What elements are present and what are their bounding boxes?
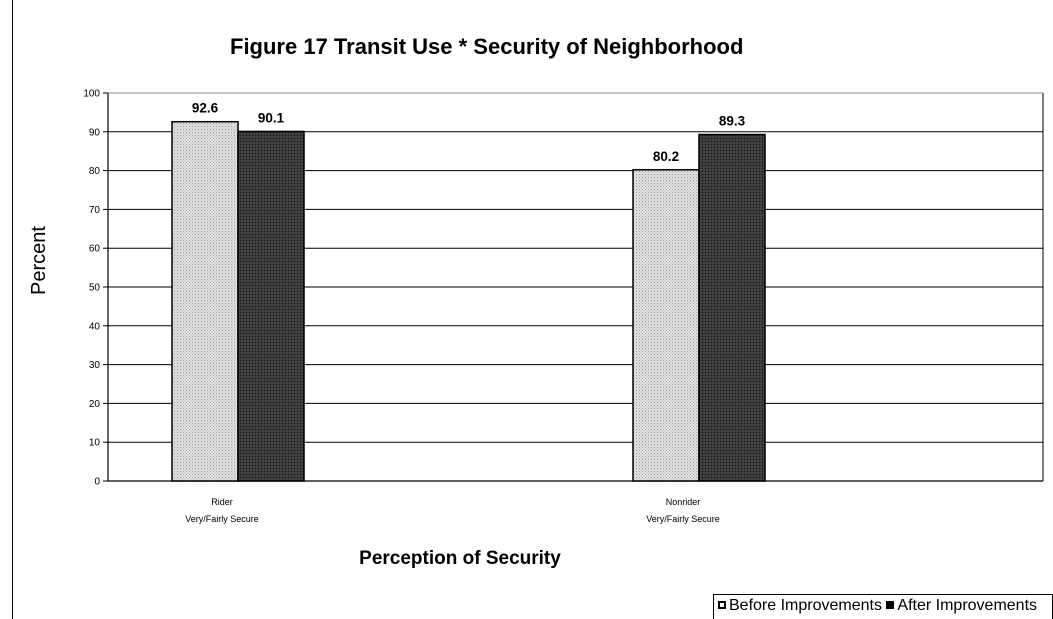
legend-label-before: Before Improvements <box>729 597 882 614</box>
data-label: 89.3 <box>719 114 746 129</box>
y-tick-label: 0 <box>94 477 100 488</box>
x-tick-label: Nonrider <box>666 497 701 507</box>
bar-before <box>632 169 700 482</box>
chart-title: Figure 17 Transit Use * Security of Neig… <box>230 34 744 59</box>
data-label: 80.2 <box>653 149 679 164</box>
y-tick-label: 90 <box>89 127 101 138</box>
x-tick-label: Rider <box>211 497 233 507</box>
chart-frame <box>12 0 1053 619</box>
y-tick-label: 70 <box>89 205 101 216</box>
bars <box>171 120 766 482</box>
y-tick-label: 100 <box>83 89 100 100</box>
data-label: 90.1 <box>258 110 285 125</box>
x-tick-label: Very/Fairly Secure <box>185 514 259 524</box>
legend-item-before: Before Improvements <box>718 597 886 614</box>
legend-label-after: After Improvements <box>897 597 1038 614</box>
y-tick-label: 40 <box>89 321 101 332</box>
x-axis-label: Perception of Security <box>359 548 561 569</box>
y-tick-label: 80 <box>89 166 101 177</box>
data-labels: 92.6 90.1 80.2 89.3 <box>192 101 746 164</box>
bar-before <box>171 120 239 482</box>
legend: Before Improvements After Improvements <box>713 594 1053 619</box>
x-tick-label: Very/Fairly Secure <box>646 514 720 524</box>
axes: 0 10 20 30 40 50 60 70 80 90 100 Rider Very/Fairly S… <box>83 89 1044 524</box>
y-tick-label: 30 <box>89 360 101 371</box>
legend-swatch-after <box>886 601 895 609</box>
bar-after <box>698 133 766 482</box>
y-axis-label: Percent <box>28 226 50 295</box>
y-tick-label: 10 <box>89 438 101 449</box>
y-tick-label: 20 <box>89 399 101 410</box>
y-tick-label: 60 <box>89 244 101 255</box>
data-label: 92.6 <box>192 101 219 116</box>
y-tick-label: 50 <box>89 283 101 294</box>
bar-chart: 0 10 20 30 40 50 60 70 80 90 100 Rider Very/Fairly S… <box>83 89 1044 524</box>
bar-after <box>237 130 305 482</box>
legend-item-after: After Improvements <box>886 597 1037 614</box>
legend-swatch-before <box>718 601 726 609</box>
